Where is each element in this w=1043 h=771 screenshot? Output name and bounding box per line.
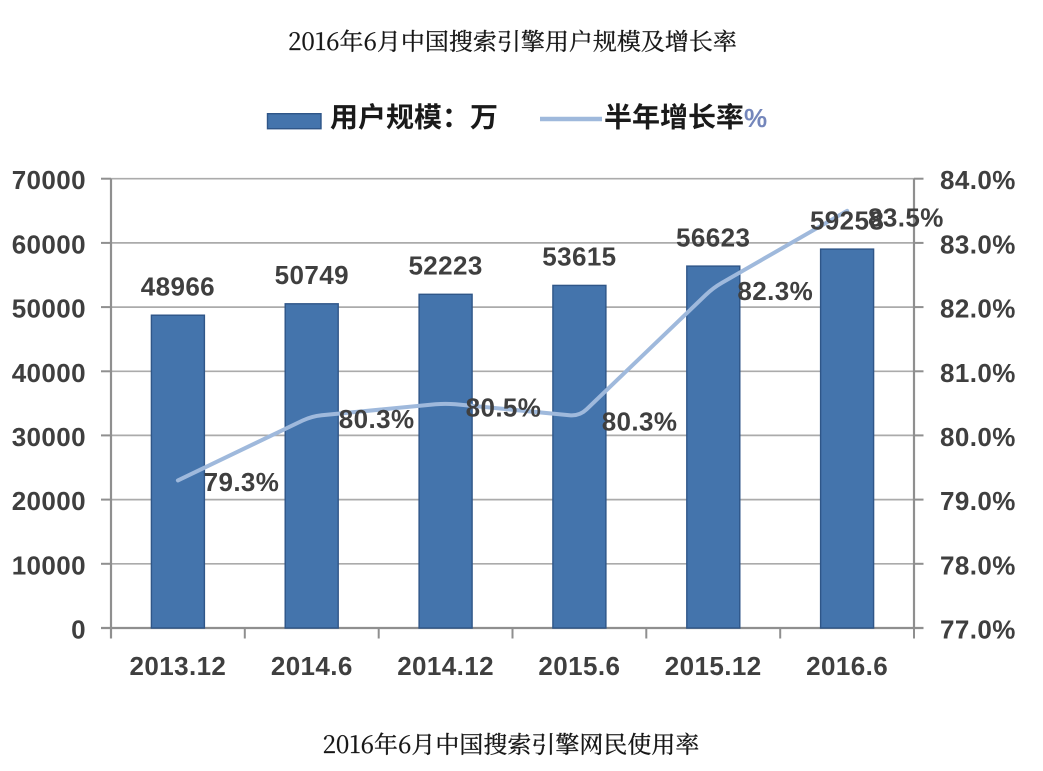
svg-text:82.0%: 82.0% [940,294,1016,324]
svg-text:2016.6: 2016.6 [806,651,888,681]
svg-text:2015.12: 2015.12 [665,651,762,681]
svg-text:83.0%: 83.0% [940,229,1016,259]
svg-text:84.0%: 84.0% [940,165,1016,195]
svg-text:2014.6: 2014.6 [271,651,353,681]
svg-text:2013.12: 2013.12 [130,651,227,681]
svg-text:59258: 59258 [810,205,884,235]
svg-text:2015.6: 2015.6 [538,651,620,681]
svg-text:20000: 20000 [12,486,86,516]
svg-text:52223: 52223 [408,251,482,281]
svg-text:%: % [744,103,767,133]
svg-text:81.0%: 81.0% [940,358,1016,388]
svg-text:50000: 50000 [12,294,86,324]
svg-text:50749: 50749 [275,260,349,290]
svg-text:82.3%: 82.3% [737,276,813,306]
svg-text:77.0%: 77.0% [940,615,1016,645]
svg-text:56623: 56623 [676,222,750,252]
svg-text:40000: 40000 [12,358,86,388]
svg-text:0: 0 [71,615,86,645]
svg-text:80.5%: 80.5% [466,393,542,423]
svg-text:10000: 10000 [12,550,86,580]
svg-text:80.0%: 80.0% [940,422,1016,452]
svg-text:70000: 70000 [12,165,86,195]
svg-text:30000: 30000 [12,422,86,452]
svg-text:80.3%: 80.3% [602,407,678,437]
svg-text:83.5%: 83.5% [868,203,944,233]
svg-text:53615: 53615 [542,242,616,272]
svg-text:79.3%: 79.3% [204,467,280,497]
svg-text:80.3%: 80.3% [339,404,415,434]
svg-text:79.0%: 79.0% [940,486,1016,516]
svg-text:60000: 60000 [12,229,86,259]
svg-text:2014.12: 2014.12 [397,651,494,681]
svg-text:78.0%: 78.0% [940,550,1016,580]
svg-text:48966: 48966 [141,271,215,301]
